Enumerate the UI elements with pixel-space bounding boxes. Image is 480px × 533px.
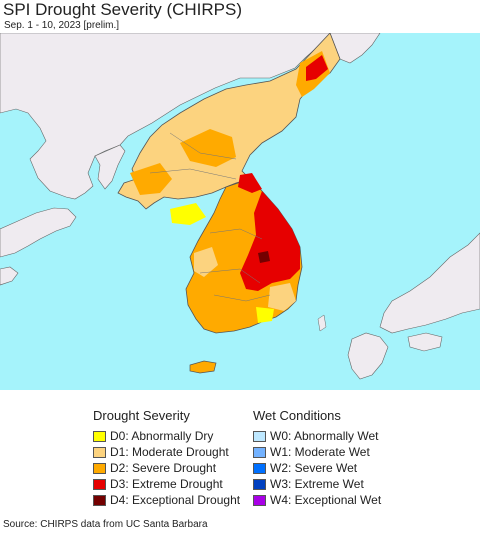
drought-legend-heading: Drought Severity bbox=[93, 408, 190, 423]
sk-exceptional-patch bbox=[258, 251, 270, 263]
japan-honshu bbox=[379, 232, 480, 334]
legend-label-w2: W2: Severe Wet bbox=[270, 461, 358, 475]
legend-swatch-d2 bbox=[93, 462, 106, 474]
legend-label-w4: W4: Exceptional Wet bbox=[270, 493, 382, 507]
shandong-peninsula bbox=[0, 207, 77, 258]
liaodong-peninsula bbox=[94, 144, 126, 190]
wet-legend: Wet Conditions W0: Abnormally Wet W1: Mo… bbox=[253, 408, 381, 508]
sk-extreme-east bbox=[240, 191, 300, 291]
north-korea bbox=[117, 33, 341, 210]
legend-label-w3: W3: Extreme Wet bbox=[270, 477, 364, 491]
map-subtitle: Sep. 1 - 10, 2023 [prelim.] bbox=[4, 20, 120, 31]
sk-dry-coast bbox=[256, 307, 274, 323]
japan-kyushu bbox=[347, 332, 389, 380]
legend-item-w2: W2: Severe Wet bbox=[253, 460, 381, 476]
legend-item-d1: D1: Moderate Drought bbox=[93, 444, 240, 460]
province-boundaries bbox=[149, 132, 271, 302]
legend-swatch-d4 bbox=[93, 494, 106, 506]
wet-legend-heading: Wet Conditions bbox=[253, 408, 341, 423]
nk-extreme-east bbox=[238, 173, 262, 193]
legend-item-d0: D0: Abnormally Dry bbox=[93, 428, 240, 444]
legend-label-d1: D1: Moderate Drought bbox=[110, 445, 229, 459]
source-credit: Source: CHIRPS data from UC Santa Barbar… bbox=[3, 519, 208, 530]
legend-swatch-w2 bbox=[253, 462, 266, 474]
drought-legend: Drought Severity D0: Abnormally Dry D1: … bbox=[93, 408, 240, 508]
drought-map bbox=[0, 33, 480, 390]
jeju-island bbox=[189, 360, 217, 374]
legend-swatch-w0 bbox=[253, 430, 266, 442]
nk-severe-central bbox=[180, 129, 236, 167]
legend-item-w4: W4: Exceptional Wet bbox=[253, 492, 381, 508]
china-landmass bbox=[0, 33, 331, 200]
sk-moderate-west bbox=[194, 247, 218, 277]
nk-extreme-northeast bbox=[306, 55, 328, 81]
legend-label-d0: D0: Abnormally Dry bbox=[110, 429, 214, 443]
legend-label-w1: W1: Moderate Wet bbox=[270, 445, 370, 459]
legend-item-d2: D2: Severe Drought bbox=[93, 460, 240, 476]
legend-item-d3: D3: Extreme Drought bbox=[93, 476, 240, 492]
legend-swatch-w3 bbox=[253, 478, 266, 490]
legend-item-w0: W0: Abnormally Wet bbox=[253, 428, 381, 444]
sk-dry-northwest bbox=[170, 203, 206, 225]
nk-severe-west bbox=[130, 163, 172, 195]
legend-item-w3: W3: Extreme Wet bbox=[253, 476, 381, 492]
japan-shikoku bbox=[407, 332, 443, 352]
legend-swatch-w1 bbox=[253, 446, 266, 458]
legend-item-w1: W1: Moderate Wet bbox=[253, 444, 381, 460]
legend-swatch-d0 bbox=[93, 430, 106, 442]
legend-swatch-d1 bbox=[93, 446, 106, 458]
legend-swatch-w4 bbox=[253, 494, 266, 506]
sk-moderate-southeast bbox=[268, 283, 296, 311]
legend-swatch-d3 bbox=[93, 478, 106, 490]
map-title: SPI Drought Severity (CHIRPS) bbox=[3, 0, 243, 19]
legend-label-w0: W0: Abnormally Wet bbox=[270, 429, 379, 443]
legend-label-d3: D3: Extreme Drought bbox=[110, 477, 223, 491]
legend-label-d2: D2: Severe Drought bbox=[110, 461, 217, 475]
east-china-coast bbox=[0, 266, 19, 286]
tsushima-island bbox=[317, 314, 327, 332]
legend-label-d4: D4: Exceptional Drought bbox=[110, 493, 241, 507]
legend-item-d4: D4: Exceptional Drought bbox=[93, 492, 240, 508]
